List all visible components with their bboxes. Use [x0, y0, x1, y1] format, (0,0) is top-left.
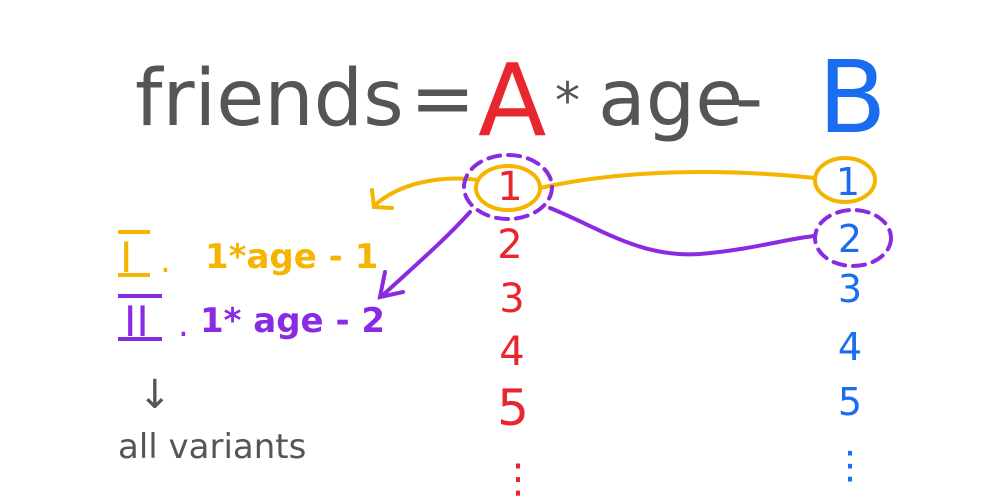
- a-value: 3: [499, 276, 524, 322]
- variant1-arrowhead: [370, 188, 394, 210]
- all-variants-label: all variants: [118, 427, 306, 467]
- variant2-arrow: [380, 210, 472, 298]
- a-value: 2: [497, 222, 522, 268]
- equation-lhs: friends: [135, 54, 404, 144]
- a1-dashed-circle: [462, 153, 554, 221]
- a-value: 4: [499, 329, 524, 375]
- b-value: 3: [838, 267, 862, 311]
- b-values-column: 1 2 3 4 5 ⋮: [831, 160, 869, 487]
- a1-b2-connector: [548, 206, 817, 257]
- variant2-arrowhead: [377, 270, 405, 300]
- a1-b1-connector: [538, 170, 817, 190]
- b-value: ⋮: [831, 443, 869, 487]
- a-value: 5: [497, 379, 529, 437]
- variant2-sep: .: [178, 305, 189, 345]
- equation-variable: age: [598, 54, 743, 144]
- a-value: ⋮: [498, 456, 538, 500]
- b-value: 4: [838, 325, 862, 369]
- b1-selection-circle: [813, 156, 877, 204]
- b-value: 2: [838, 217, 862, 261]
- equation: friends = A * age - B: [135, 39, 887, 159]
- equation-times: *: [555, 72, 580, 130]
- variant1-sep: .: [160, 241, 171, 281]
- param-a-label: A: [478, 42, 546, 159]
- equation-equals: =: [410, 54, 475, 144]
- variant-2: II . 1* age - 2: [118, 294, 385, 346]
- a-values-column: 1 2 3 4 5 ⋮: [497, 164, 538, 500]
- variant1-links: [370, 156, 877, 212]
- variant2-expression: 1* age - 2: [200, 301, 385, 341]
- variant1-expression: 1*age - 1: [205, 237, 378, 277]
- variant2-links: [377, 153, 893, 300]
- b-value: 5: [838, 380, 862, 424]
- equation-minus: -: [735, 54, 763, 144]
- b-value: 1: [836, 160, 860, 204]
- variant1-numeral: I: [120, 233, 132, 282]
- down-arrow-icon: ↓: [138, 372, 172, 418]
- variant-1: I . 1*age - 1: [118, 230, 378, 282]
- param-b-label: B: [818, 39, 887, 156]
- a-value: 1: [497, 164, 522, 210]
